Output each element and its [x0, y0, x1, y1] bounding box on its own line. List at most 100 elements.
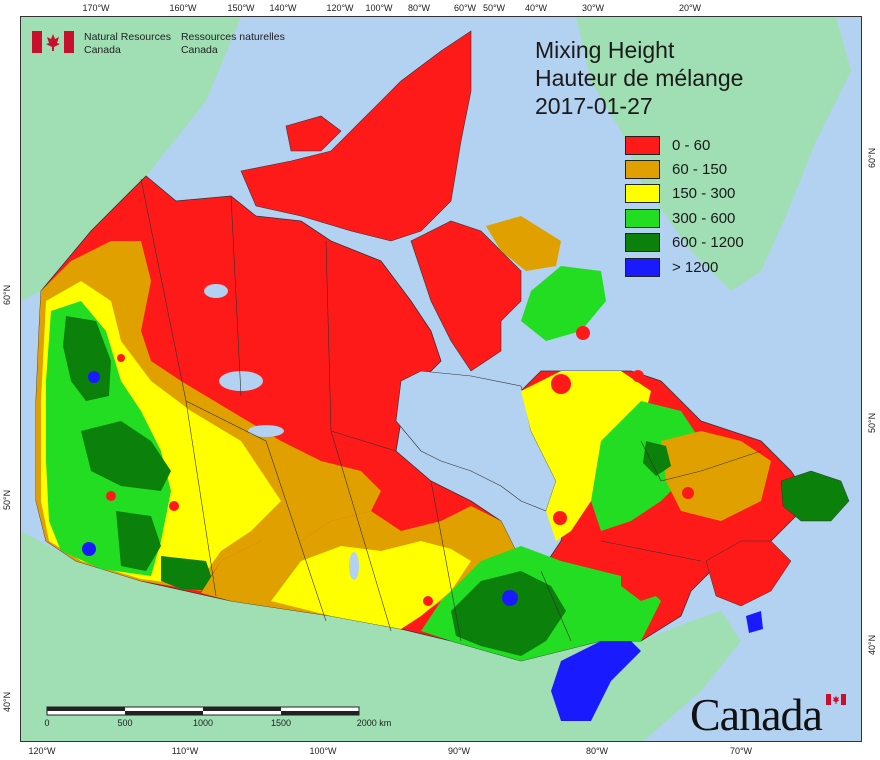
lon-label: 20°W — [678, 3, 702, 13]
greenland-land — [576, 17, 851, 291]
red-spot — [553, 511, 567, 525]
lon-label: 110°W — [171, 746, 199, 756]
legend-label: 300 - 600 — [672, 209, 736, 227]
baffin-island — [410, 220, 522, 372]
ontario-darkgreen — [451, 571, 566, 656]
legend-label: 60 - 150 — [672, 161, 728, 179]
ungava-darkgreen — [521, 266, 606, 341]
agency-fr-line2: Canada — [180, 44, 218, 56]
alaska-land — [21, 17, 241, 301]
wordmark-flag-icon — [826, 692, 846, 705]
lon-label: 30°W — [581, 3, 605, 13]
legend: 0 - 60 60 - 150 150 - 300 300 - 600 600 … — [625, 133, 744, 279]
legend-swatch — [625, 160, 660, 180]
legend-label: 600 - 1200 — [672, 234, 744, 252]
legend-swatch — [625, 208, 660, 228]
lon-label: 70°W — [729, 746, 753, 756]
west-darkgreen-4 — [161, 556, 216, 591]
lat-label: 50°N — [2, 489, 12, 510]
lon-label: 100°W — [365, 3, 393, 13]
title-french: Hauteur de mélange — [535, 65, 744, 91]
legend-swatch — [625, 184, 660, 204]
legend-swatch — [625, 257, 660, 277]
scale-label: 0 — [44, 718, 50, 728]
newfoundland-green — [780, 470, 850, 522]
west-darkgreen-3 — [116, 511, 161, 571]
legend-item: 0 - 60 — [625, 133, 744, 157]
red-spot — [682, 487, 694, 499]
quebec-yellow — [521, 371, 651, 541]
agency-name-en: Natural Resources Canada — [84, 31, 171, 57]
great-lakes — [551, 641, 641, 721]
lat-label: 60°N — [2, 284, 12, 305]
red-spot — [576, 326, 590, 340]
agency-fr-line1: Ressources naturelles — [180, 31, 285, 43]
lon-label: 150°W — [227, 3, 255, 13]
title-english: Mixing Height — [535, 37, 675, 63]
map-title: Mixing Height Hauteur de mélange 2017-01… — [535, 36, 743, 120]
lon-label: 160°W — [169, 3, 197, 13]
lon-label: 170°W — [82, 3, 110, 13]
central-yellow — [271, 541, 471, 629]
lon-label: 60°W — [453, 3, 477, 13]
lon-label: 80°W — [407, 3, 431, 13]
legend-item: 300 - 600 — [625, 206, 744, 230]
agency-name-fr: Ressources naturelles Canada — [181, 31, 285, 57]
agency-en-line1: Natural Resources — [84, 31, 171, 43]
map-canvas — [20, 16, 862, 742]
lat-label: 60°N — [867, 147, 877, 168]
legend-item: 150 - 300 — [625, 182, 744, 206]
agency-en-line2: Canada — [84, 44, 121, 56]
lon-label: 80°W — [585, 746, 609, 756]
legend-item: 600 - 1200 — [625, 231, 744, 255]
maritimes-red — [705, 540, 792, 607]
blue-hotspot-ontario — [502, 590, 518, 606]
provincial-borders — [140, 178, 762, 642]
red-spot — [169, 501, 179, 511]
blue-hotspot-bc — [88, 371, 100, 383]
title-date: 2017-01-27 — [535, 93, 653, 119]
lon-label: 100°W — [309, 746, 337, 756]
scale-label: 1000 — [192, 718, 214, 728]
scale-label: 500 — [117, 718, 133, 728]
red-spot — [551, 374, 571, 394]
canada-wordmark: Canada — [690, 689, 823, 740]
red-spot — [632, 370, 644, 382]
great-bear-lake — [219, 371, 263, 391]
red-spot — [106, 491, 116, 501]
lon-label: 120°W — [28, 746, 56, 756]
lat-label: 40°N — [2, 691, 12, 712]
scale-bar: 0 500 1000 1500 2000 km — [44, 705, 391, 728]
lon-label: 40°W — [524, 3, 548, 13]
legend-item: > 1200 — [625, 255, 744, 279]
lake-1 — [204, 284, 228, 298]
scale-label: 1500 — [270, 718, 292, 728]
red-spot — [277, 371, 287, 381]
west-darkgreen-2 — [81, 421, 171, 491]
maritimes-blue — [746, 611, 763, 633]
map-svg — [21, 17, 861, 741]
lon-label: 50°W — [482, 3, 506, 13]
lon-label: 140°W — [269, 3, 297, 13]
baffin-orange — [486, 216, 561, 271]
legend-item: 60 - 150 — [625, 157, 744, 181]
quebec-red-pocket — [621, 531, 676, 601]
red-spot — [117, 354, 125, 362]
labrador-green — [643, 441, 671, 476]
legend-label: 0 - 60 — [672, 136, 711, 154]
legend-swatch — [625, 135, 660, 155]
scale-label: 2000 km — [356, 718, 392, 728]
canada-flag-icon — [32, 31, 74, 53]
great-slave-lake — [248, 425, 284, 437]
arctic-island-small — [285, 115, 342, 152]
red-spot — [423, 596, 433, 606]
lon-label: 120°W — [326, 3, 354, 13]
arctic-islands — [240, 30, 472, 242]
lake-winnipeg — [349, 552, 359, 580]
lon-label: 90°W — [447, 746, 471, 756]
blue-hotspot-west — [82, 542, 96, 556]
legend-label: 150 - 300 — [672, 185, 736, 203]
lat-label: 40°N — [867, 634, 877, 655]
agency-signature: Natural Resources Canada Ressources natu… — [32, 31, 285, 57]
